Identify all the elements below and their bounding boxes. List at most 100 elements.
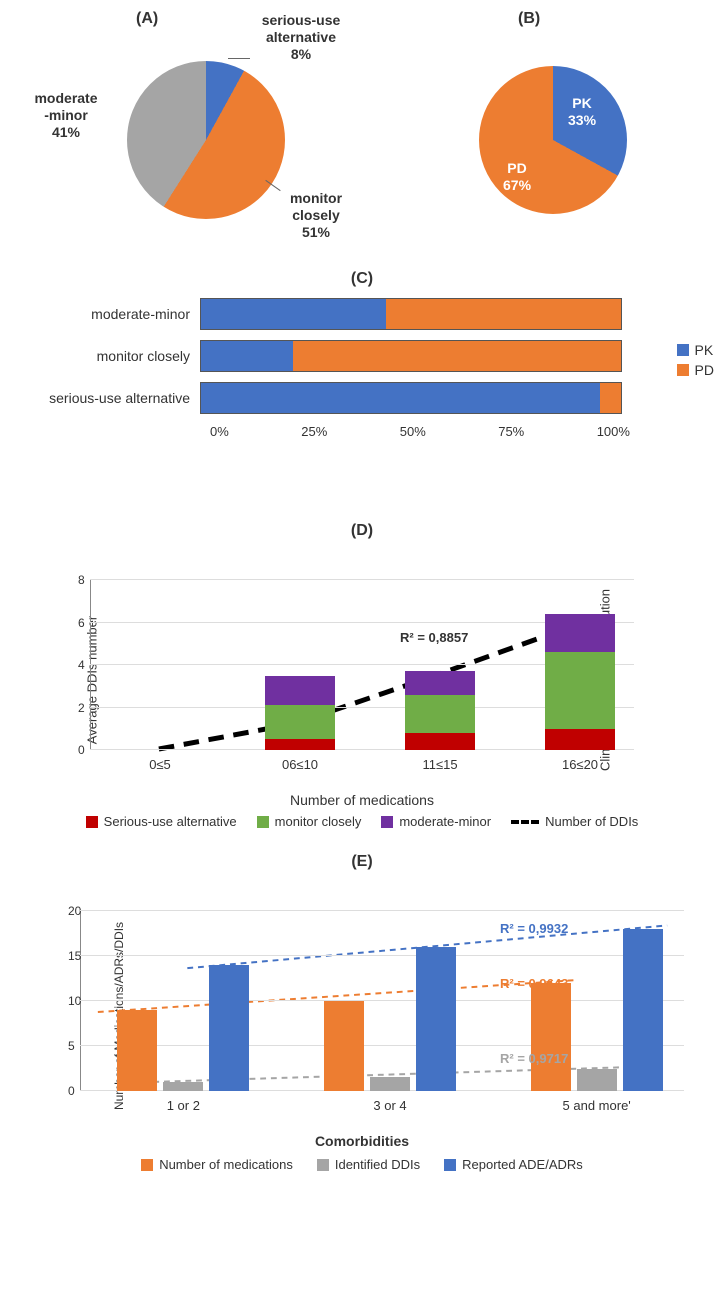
e-r2-ade: R² = 0,9932 (500, 921, 568, 936)
e-ytick: 10 (68, 994, 81, 1008)
panel-e: Number of Medications/ADRs/DDIs 05101520… (30, 901, 694, 1131)
e-ytick: 0 (68, 1084, 75, 1098)
e-plot (80, 911, 684, 1091)
c-bar (200, 340, 622, 372)
e-legend-item: Identified DDIs (317, 1157, 420, 1172)
panel-b: (B) PK33% PD67% (388, 10, 708, 250)
t: serious-use alternative (262, 12, 341, 45)
c-tick: 50% (400, 424, 426, 439)
e-cat-label: 3 or 4 (373, 1098, 406, 1113)
d-ytick: 6 (78, 616, 85, 630)
c-tick: 25% (301, 424, 327, 439)
d-legend: Serious-use alternative monitor closely mo… (50, 814, 674, 829)
label-pd: PD67% (503, 160, 531, 194)
panel-b-label: (B) (518, 10, 540, 28)
e-xlabel: Comorbidities (10, 1133, 714, 1149)
c-legend: PK PD (677, 338, 714, 382)
d-ytick: 4 (78, 658, 85, 672)
c-row-label: moderate-minor (20, 306, 200, 322)
d-seg-serious (265, 739, 335, 750)
d-ytick: 0 (78, 743, 85, 757)
d-seg-serious (405, 733, 475, 750)
d-grid (90, 579, 634, 580)
e-bar-medications (117, 1010, 157, 1091)
c-row-label: monitor closely (20, 348, 200, 364)
c-legend-item: PK (677, 342, 714, 358)
d-cat-label: 06≤10 (282, 757, 318, 772)
d-ytick: 8 (78, 573, 85, 587)
c-bar (200, 298, 622, 330)
panel-a: (A) serious-use alternative 8% monitorcl… (16, 10, 376, 250)
c-seg-PD (600, 383, 621, 413)
panel-d-label: (D) (10, 522, 714, 540)
panel-a-label: (A) (136, 10, 158, 28)
d-seg-moderate (265, 676, 335, 706)
e-bar-ade (209, 965, 249, 1091)
e-grid (80, 1000, 684, 1001)
label-moderate: moderate-minor41% (16, 90, 116, 140)
d-legend-item: Serious-use alternative (86, 814, 237, 829)
e-ytick: 15 (68, 949, 81, 963)
d-legend-item: Number of DDIs (511, 814, 638, 829)
c-tick: 100% (597, 424, 630, 439)
e-grid (80, 1045, 684, 1046)
c-seg-PK (201, 383, 600, 413)
c-seg-PK (201, 299, 386, 329)
e-legend-item: Number of medications (141, 1157, 293, 1172)
d-xlabel: Number of medications (10, 792, 714, 808)
c-row-label: serious-use alternative (20, 390, 200, 406)
c-bar (200, 382, 622, 414)
e-bar-medications (531, 983, 571, 1091)
d-seg-monitor (545, 652, 615, 729)
pie-b (478, 65, 628, 215)
d-cat-label: 0≤5 (149, 757, 171, 772)
e-grid (80, 910, 684, 911)
label-serious: serious-use alternative 8% (246, 12, 356, 62)
c-tick: 0% (210, 424, 229, 439)
e-r2-ddis: R² = 0,9717 (500, 1051, 568, 1066)
c-seg-PD (293, 341, 621, 371)
panel-e-label: (E) (10, 853, 714, 871)
e-cat-label: 5 and more' (563, 1098, 631, 1113)
d-bar (405, 671, 475, 750)
c-legend-item: PD (677, 362, 714, 378)
panel-d: Average DDIs number Clinical Significanc… (40, 570, 684, 790)
label-pk: PK33% (568, 95, 596, 129)
e-ytick: 20 (68, 904, 81, 918)
e-grid (80, 955, 684, 956)
d-seg-monitor (405, 695, 475, 733)
e-legend-item: Reported ADE/ADRs (444, 1157, 583, 1172)
d-bar (545, 614, 615, 750)
c-tick: 75% (498, 424, 524, 439)
t: moderate-minor41% (34, 90, 97, 140)
d-seg-moderate (545, 614, 615, 652)
c-row: monitor closely (20, 340, 704, 372)
d-r2: R² = 0,8857 (400, 630, 468, 645)
panel-c-label: (C) (10, 270, 714, 288)
e-bar-medications (324, 1001, 364, 1091)
d-cat-label: 16≤20 (562, 757, 598, 772)
pie-a (126, 60, 286, 220)
t: monitorclosely51% (290, 190, 342, 240)
c-row: moderate-minor (20, 298, 704, 330)
e-bar-ade (416, 947, 456, 1091)
panel-c: moderate-minor monitor closely serious-use… (20, 298, 704, 498)
e-r2-medications: R² = 0,9643 (500, 976, 568, 991)
e-bar-ade (623, 929, 663, 1091)
e-legend: Number of medications Identified DDIs Repo… (10, 1157, 714, 1172)
e-bar-ddis (163, 1082, 203, 1091)
d-seg-serious (545, 729, 615, 750)
d-cat-label: 11≤15 (422, 757, 457, 772)
c-seg-PD (386, 299, 621, 329)
d-ytick: 2 (78, 701, 85, 715)
c-row: serious-use alternative (20, 382, 704, 414)
d-seg-moderate (405, 671, 475, 694)
d-seg-monitor (265, 705, 335, 739)
c-seg-PK (201, 341, 293, 371)
t: 8% (291, 46, 311, 62)
e-ytick: 5 (68, 1039, 75, 1053)
pies-row: (A) serious-use alternative 8% monitorcl… (10, 10, 714, 250)
d-legend-item: monitor closely (257, 814, 362, 829)
e-bar-ddis (577, 1069, 617, 1091)
d-legend-item: moderate-minor (381, 814, 491, 829)
